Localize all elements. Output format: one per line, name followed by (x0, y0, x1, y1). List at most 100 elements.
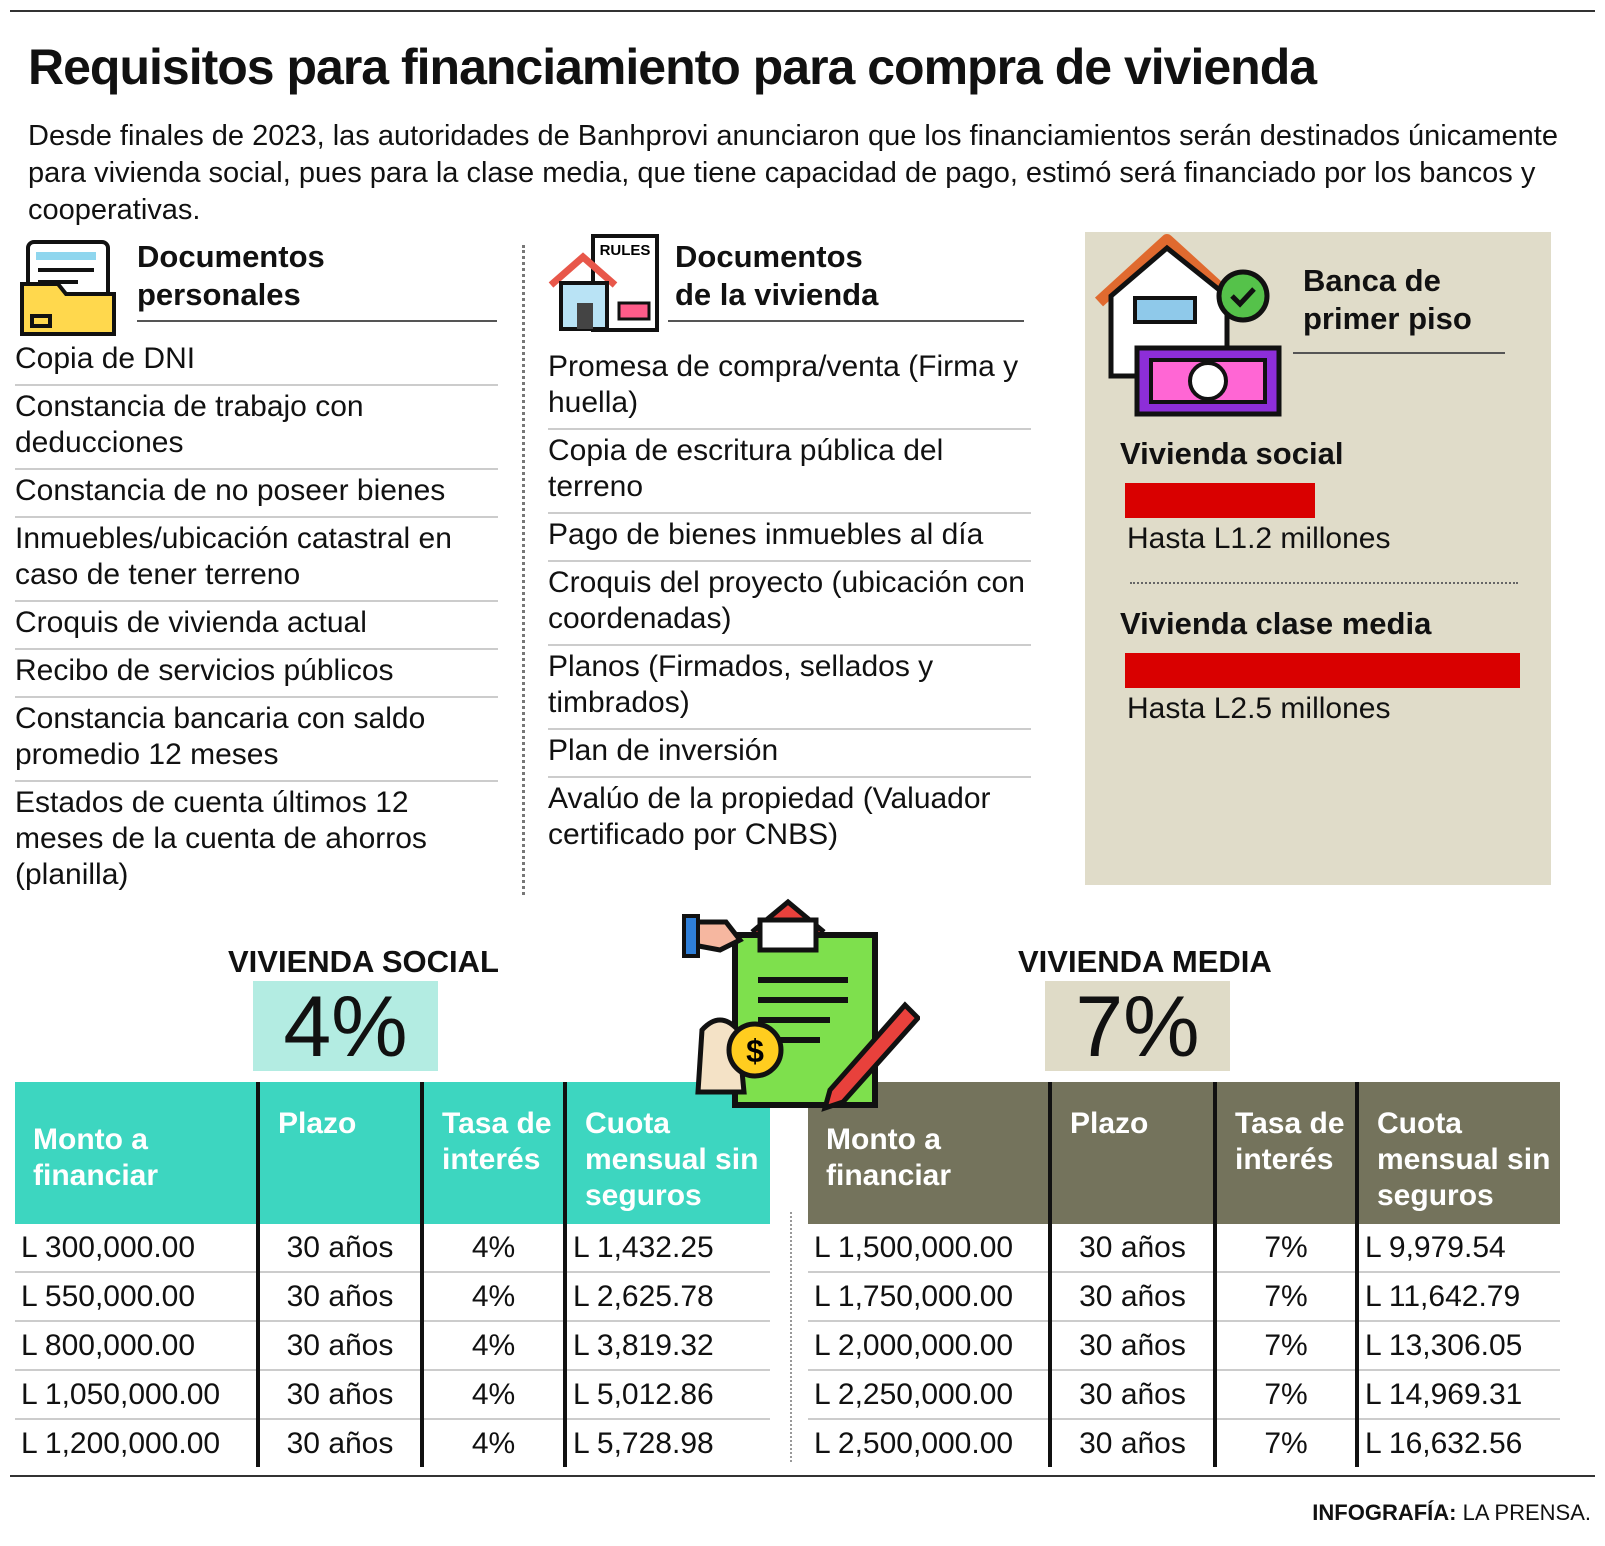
table-cell: L 9,979.54 (1355, 1224, 1560, 1273)
table-cell: 30 años (256, 1272, 422, 1322)
table-cell: L 1,500,000.00 (808, 1224, 1050, 1273)
table-cell: 4% (420, 1419, 565, 1467)
table-cell: 30 años (256, 1224, 422, 1273)
top-rule (10, 10, 1595, 12)
svg-text:RULES: RULES (600, 242, 651, 259)
table-row: L 2,500,000.00 30 años 7% L 16,632.56 (808, 1419, 1560, 1467)
column-header: Tasa de interés (1213, 1082, 1357, 1224)
table-row: L 1,050,000.00 30 años 4% L 5,012.86 (15, 1370, 770, 1420)
table-divider (790, 1212, 792, 1462)
requirement: Plan de inversión (548, 730, 1031, 778)
bar-name: Vivienda clase media (1120, 606, 1432, 641)
table-cell: 4% (420, 1272, 565, 1322)
credit-label: INFOGRAFÍA: (1312, 1500, 1457, 1525)
table-row: L 1,500,000.00 30 años 7% L 9,979.54 (808, 1224, 1560, 1273)
table-cell: 7% (1213, 1272, 1357, 1322)
table-row: L 300,000.00 30 años 4% L 1,432.25 (15, 1224, 770, 1273)
table-cell: L 3,819.32 (563, 1321, 770, 1371)
table-cell: 7% (1213, 1321, 1357, 1371)
table-cell: L 14,969.31 (1355, 1370, 1560, 1420)
table-cell: L 2,625.78 (563, 1272, 770, 1322)
section-rule (668, 320, 1024, 322)
requirement: Constancia de trabajo con deducciones (15, 386, 498, 470)
rate: 7% (1045, 981, 1230, 1073)
table-cell: 4% (420, 1321, 565, 1371)
table-cell: L 2,500,000.00 (814, 1426, 1014, 1460)
table-title: VIVIENDA MEDIA (1018, 944, 1272, 979)
table-cell: 30 años (256, 1370, 422, 1420)
table-row: L 2,000,000.00 30 años 7% L 13,306.05 (808, 1321, 1560, 1371)
column-header: Plazo (1048, 1082, 1215, 1224)
bar (1125, 483, 1315, 518)
table-row: L 1,750,000.00 30 años 7% L 11,642.79 (808, 1272, 1560, 1322)
banca-panel: Banca de primer piso Vivienda social Hast… (1085, 232, 1551, 885)
requirement-list: Promesa de compra/venta (Firma y huella)… (548, 346, 1031, 860)
bottom-rule (10, 1475, 1595, 1477)
loan-table: Monto a financiar Plazo Tasa de interés Cuo… (808, 1082, 1560, 1467)
requirement: Copia de escritura pública del terreno (548, 430, 1031, 514)
table-cell: 30 años (1048, 1224, 1215, 1273)
requirement: Estados de cuenta últimos 12 meses de la… (15, 786, 427, 891)
table-cell: L 5,728.98 (563, 1419, 770, 1467)
table-cell: 7% (1213, 1370, 1357, 1420)
table-cell: 7% (1213, 1419, 1357, 1467)
contract-icon: $ (682, 898, 920, 1112)
table-cell: L 1,200,000.00 (21, 1426, 221, 1460)
rate: 4% (253, 981, 438, 1073)
house-money-icon (1094, 234, 1282, 417)
table-row: L 800,000.00 30 años 4% L 3,819.32 (15, 1321, 770, 1371)
requirement: Croquis del proyecto (ubicación con coor… (548, 562, 1031, 646)
requirement: Croquis de vivienda actual (15, 602, 498, 650)
table-cell: L 2,250,000.00 (808, 1370, 1050, 1420)
requirement: Recibo de servicios públicos (15, 650, 498, 698)
loan-table: Monto a financiar Plazo Tasa de interés Cuo… (15, 1082, 770, 1467)
bar-label: Hasta L2.5 millones (1127, 692, 1391, 725)
header-row: Monto a financiar Plazo Tasa de interés Cuo… (15, 1082, 770, 1224)
section-title: Documentos personales (137, 239, 325, 312)
requirement: Constancia de no poseer bienes (15, 470, 498, 518)
table-cell: L 13,306.05 (1355, 1321, 1560, 1371)
table-cell: 4% (420, 1370, 565, 1420)
requirement: Copia de DNI (15, 338, 498, 386)
panel-divider (1130, 582, 1518, 584)
panel-rule (1293, 352, 1505, 354)
header-row: Monto a financiar Plazo Tasa de interés Cuo… (808, 1082, 1560, 1224)
table-cell: L 300,000.00 (15, 1224, 258, 1273)
table-cell: L 1,750,000.00 (808, 1272, 1050, 1322)
requirement: Pago de bienes inmuebles al día (548, 514, 1031, 562)
table-cell: L 16,632.56 (1355, 1419, 1560, 1467)
table-cell: 7% (1213, 1224, 1357, 1273)
column-divider (522, 245, 525, 895)
panel-title: Banca de primer piso (1303, 263, 1472, 336)
section-rule (137, 320, 497, 322)
table-row: L 550,000.00 30 años 4% L 2,625.78 (15, 1272, 770, 1322)
requirement: Inmuebles/ubicación catastral en caso de… (15, 518, 498, 602)
table-title: VIVIENDA SOCIAL (228, 944, 499, 979)
table-cell: L 11,642.79 (1355, 1272, 1560, 1322)
table-cell: 30 años (256, 1419, 422, 1467)
column-header: Tasa de interés (420, 1082, 565, 1224)
requirement: Constancia bancaria con saldo promedio 1… (15, 698, 498, 782)
subtitle: Desde finales de 2023, las autoridades d… (28, 120, 1558, 226)
bar (1125, 653, 1520, 688)
table-cell: L 5,012.86 (563, 1370, 770, 1420)
rules-icon: RULES (548, 234, 659, 332)
credit-name: LA PRENSA. (1462, 1500, 1591, 1525)
svg-text:$: $ (746, 1033, 764, 1069)
table-row: L 2,250,000.00 30 años 7% L 14,969.31 (808, 1370, 1560, 1420)
column-header: Monto a financiar (15, 1082, 258, 1224)
column-header: Cuota mensual sin seguros (1355, 1082, 1560, 1224)
table-cell: 30 años (1048, 1321, 1215, 1371)
table-cell: L 2,000,000.00 (808, 1321, 1050, 1371)
title: Requisitos para financiamiento para comp… (28, 39, 1317, 95)
table-cell: 30 años (1048, 1272, 1215, 1322)
column-header: Plazo (256, 1082, 422, 1224)
requirement: Avalúo de la propiedad (Valuador certifi… (548, 782, 991, 851)
folder-icon (20, 240, 116, 336)
section-title: Documentos de la vivienda (675, 239, 879, 312)
bar-label: Hasta L1.2 millones (1127, 522, 1391, 555)
table-cell: 30 años (1048, 1370, 1215, 1420)
table-cell: L 1,050,000.00 (15, 1370, 258, 1420)
table-cell: L 550,000.00 (15, 1272, 258, 1322)
